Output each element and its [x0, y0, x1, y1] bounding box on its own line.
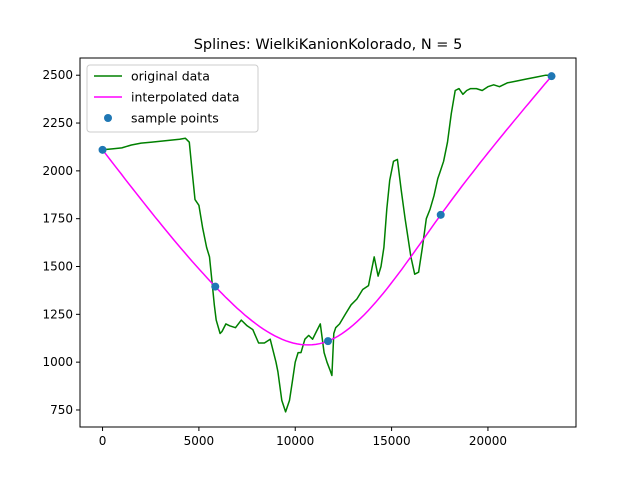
series-layer	[98, 72, 556, 413]
x-tick-label: 5000	[184, 434, 215, 448]
sample-point	[547, 72, 556, 81]
sample-point	[324, 337, 332, 346]
axes: 0 5000 10000 15000 20000 750 1000 1250 1500 1750 2…	[42, 68, 507, 448]
y-tick-label: 1500	[42, 260, 73, 274]
sample-point	[98, 145, 107, 154]
y-tick-label: 1000	[42, 355, 73, 369]
x-tick-label: 15000	[372, 434, 410, 448]
legend: original data interpolated data sample poi…	[86, 64, 259, 133]
legend-entry: original data	[94, 69, 210, 84]
legend-entry: interpolated data	[94, 90, 240, 105]
legend-entry: sample points	[104, 111, 219, 126]
x-tick-label: 10000	[276, 434, 314, 448]
y-tick-label: 750	[50, 403, 73, 417]
sample-point	[436, 210, 445, 219]
legend-label: sample points	[131, 111, 219, 126]
y-tick-label: 1750	[42, 212, 73, 226]
y-tick-label: 2000	[42, 164, 73, 178]
legend-box	[86, 64, 259, 133]
legend-label: interpolated data	[131, 90, 240, 105]
sample-point	[211, 282, 220, 291]
y-tick-label: 2250	[42, 116, 73, 130]
chart-title: Splines: WielkiKanionKolorado, N = 5	[194, 37, 463, 53]
legend-marker	[104, 114, 112, 122]
series-original-data-line	[102, 74, 552, 413]
plot-frame	[79, 57, 577, 428]
y-tick-label: 1250	[42, 307, 73, 321]
legend-entries: original data interpolated data sample poi…	[94, 69, 240, 126]
x-tick-label: 20000	[469, 434, 507, 448]
y-tick-label: 2500	[42, 68, 73, 82]
x-tick-label: 0	[99, 434, 107, 448]
legend-label: original data	[131, 69, 210, 84]
